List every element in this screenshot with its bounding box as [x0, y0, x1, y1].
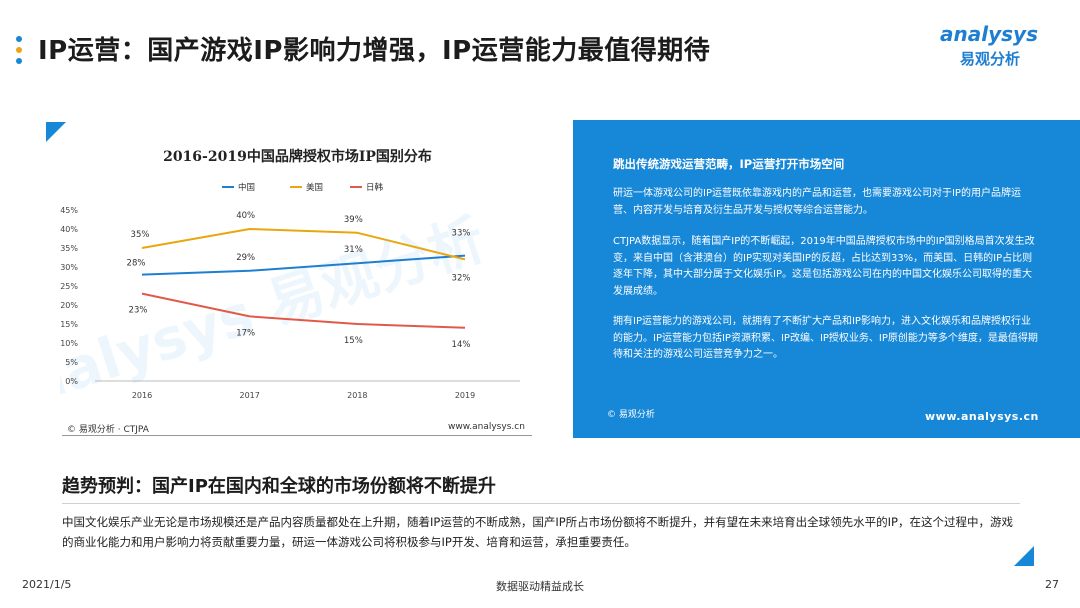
data-label: 14% [452, 340, 471, 350]
panel-footer-site: www.analysys.cn [925, 410, 1039, 423]
analysys-logo: analysys 易观分析 [940, 22, 1050, 72]
footer-date: 2021/1/5 [22, 578, 72, 591]
chart-title: 2016-2019中国品牌授权市场IP国别分布 [163, 149, 432, 165]
data-label: 33% [452, 229, 471, 239]
corner-triangle-bottomright [1014, 546, 1034, 566]
chart-divider [62, 435, 532, 436]
page-title: IP运营：国产游戏IP影响力增强，IP运营能力最值得期待 [38, 36, 711, 66]
y-tick-label: 25% [60, 282, 78, 291]
data-label: 15% [344, 336, 363, 346]
legend-label-0: 中国 [238, 182, 255, 193]
trend-divider [62, 503, 1020, 504]
logo-cn: 易观分析 [960, 50, 1021, 68]
data-label: 28% [127, 259, 146, 269]
panel-paragraph-2: CTJPA数据显示，随着国产IP的不断崛起，2019年中国品牌授权市场中的IP国… [613, 236, 1035, 297]
y-tick-label: 10% [60, 339, 78, 348]
y-tick-label: 20% [60, 301, 78, 310]
y-tick-label: 0% [65, 377, 78, 386]
corner-triangle-topleft [46, 122, 66, 142]
page-number: 27 [1045, 578, 1059, 591]
dot-2 [16, 47, 22, 53]
x-tick-label: 2018 [347, 391, 367, 400]
logo-en: analysys [940, 22, 1038, 46]
data-label: 40% [236, 211, 255, 221]
legend-label-1: 美国 [306, 182, 323, 193]
panel-paragraph-1: 研运一体游戏公司的IP运营既依靠游戏内的产品和运营，也需要游戏公司对于IP的用户… [613, 188, 1021, 216]
series-line-美国 [141, 228, 466, 261]
data-label: 23% [129, 306, 148, 316]
insight-panel: 跳出传统游戏运营范畴，IP运营打开市场空间 研运一体游戏公司的IP运营既依靠游戏… [573, 120, 1080, 438]
y-tick-label: 40% [60, 225, 78, 234]
series-line-日韩 [141, 292, 466, 329]
panel-heading: 跳出传统游戏运营范畴，IP运营打开市场空间 [613, 157, 845, 171]
panel-footer-source: © 易观分析 [607, 410, 655, 420]
panel-paragraph-3: 拥有IP运营能力的游戏公司，就拥有了不断扩大产品和IP影响力，进入文化娱乐和品牌… [613, 316, 1038, 360]
y-tick-label: 15% [60, 320, 78, 329]
data-label: 39% [344, 215, 363, 225]
footer-slogan: 数据驱动精益成长 [496, 580, 584, 593]
chart-site: www.analysys.cn [448, 422, 525, 432]
data-label: 29% [236, 253, 255, 263]
data-label: 31% [344, 245, 363, 255]
x-tick-label: 2016 [132, 391, 152, 400]
line-chart: 2016-2019中国品牌授权市场IP国别分布 analysys 易观分析 中国美… [60, 140, 535, 440]
legend-label-2: 日韩 [366, 182, 384, 193]
title-bullet-dots [16, 36, 24, 69]
dot-3 [16, 58, 22, 64]
x-tick-label: 2019 [455, 391, 475, 400]
series-line-中国 [141, 254, 466, 276]
trend-title: 趋势预判：国产IP在国内和全球的市场份额将不断提升 [62, 476, 496, 497]
trend-body: 中国文化娱乐产业无论是市场规模还是产品内容质量都处在上升期，随着IP运营的不断成… [62, 515, 1013, 549]
data-label: 17% [236, 328, 255, 338]
data-label: 35% [131, 230, 150, 240]
data-label: 32% [452, 273, 471, 283]
dot-1 [16, 36, 22, 42]
y-tick-label: 45% [60, 206, 78, 215]
y-tick-label: 30% [60, 263, 78, 272]
y-tick-label: 35% [60, 244, 78, 253]
chart-source: © 易观分析 · CTJPA [67, 425, 149, 435]
y-tick-label: 5% [65, 358, 78, 367]
x-tick-label: 2017 [239, 391, 259, 400]
